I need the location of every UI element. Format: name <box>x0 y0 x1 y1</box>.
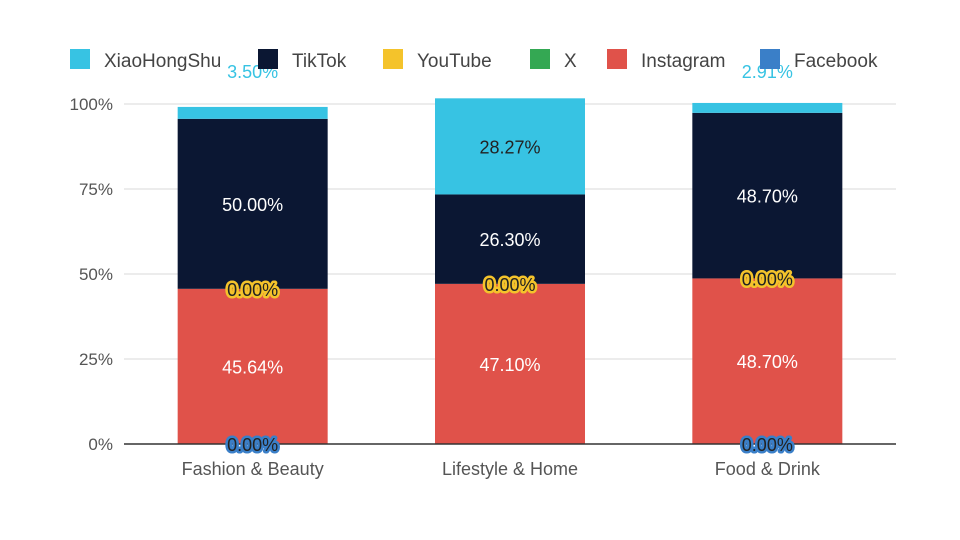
data-label-facebook: 0.00% <box>227 435 278 455</box>
bar-segment-instagram <box>435 283 585 444</box>
y-tick-label: 50% <box>79 265 113 284</box>
bar-segment-instagram <box>177 288 328 444</box>
y-tick-label: 75% <box>79 180 113 199</box>
data-label-xiaohongshu: 28.27% <box>479 137 540 157</box>
bar-segment-xiaohongshu <box>435 98 585 195</box>
data-label-tiktok: 26.30% <box>479 230 540 250</box>
x-tick-label: Fashion & Beauty <box>182 459 324 479</box>
data-label-xiaohongshu: 2.91% <box>742 62 793 82</box>
legend-swatch-x <box>530 49 550 69</box>
data-label-tiktok: 50.00% <box>222 195 283 215</box>
legend-label-x: X <box>564 51 577 72</box>
legend-swatch-facebook <box>760 49 780 69</box>
bar-segment-instagram <box>692 278 843 444</box>
data-label-instagram: 45.64% <box>222 357 283 377</box>
bar-segment-tiktok <box>435 194 585 284</box>
legend-label-instagram: Instagram <box>641 51 725 72</box>
bar-segment-tiktok <box>692 112 843 279</box>
bar-segment-tiktok <box>177 118 328 289</box>
data-label-instagram: 48.70% <box>737 352 798 372</box>
legend-swatch-youtube <box>383 49 403 69</box>
legend-label-youtube: YouTube <box>417 51 492 72</box>
y-tick-label: 25% <box>79 350 113 369</box>
legend-swatch-instagram <box>607 49 627 69</box>
legend-label-xiaohongshu: XiaoHongShu <box>104 51 221 72</box>
legend-swatch-tiktok <box>258 49 278 69</box>
data-label-tiktok: 48.70% <box>737 187 798 207</box>
x-tick-label: Lifestyle & Home <box>442 459 578 479</box>
data-label-youtube: 0.00% <box>742 269 793 289</box>
data-label-instagram: 47.10% <box>479 355 540 375</box>
y-tick-label: 0% <box>88 435 113 454</box>
legend-swatch-xiaohongshu <box>70 49 90 69</box>
y-tick-label: 100% <box>70 95 113 114</box>
legend-label-facebook: Facebook <box>794 51 878 72</box>
legend-label-tiktok: TikTok <box>292 51 347 72</box>
bar-segment-xiaohongshu <box>692 102 843 113</box>
bar-segment-xiaohongshu <box>177 106 328 119</box>
data-label-facebook: 0.00% <box>742 435 793 455</box>
data-label-youtube: 0.00% <box>484 275 535 295</box>
x-tick-label: Food & Drink <box>715 459 821 479</box>
data-label-youtube: 0.00% <box>227 280 278 300</box>
